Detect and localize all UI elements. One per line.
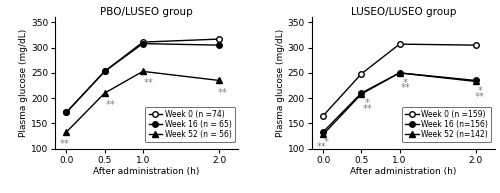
Week 0 (n =74) — [216, 38, 222, 40]
Week 0 (n =74) — [64, 111, 70, 113]
X-axis label: After administration (h): After administration (h) — [350, 167, 457, 176]
Week 16 (n=156) — [473, 79, 479, 82]
Week 52 (n = 56) — [140, 70, 146, 73]
Text: **: ** — [60, 139, 70, 149]
Week 0 (n =159) — [358, 73, 364, 75]
Line: Week 16 (n=156): Week 16 (n=156) — [320, 70, 478, 135]
Week 52 (n=142) — [358, 93, 364, 95]
Text: **: ** — [144, 78, 154, 88]
Line: Week 52 (n = 56): Week 52 (n = 56) — [64, 69, 222, 135]
Week 16 (n=156) — [320, 131, 326, 133]
Line: Week 16 (n = 65): Week 16 (n = 65) — [64, 41, 222, 115]
Line: Week 0 (n =74): Week 0 (n =74) — [64, 36, 222, 115]
Week 52 (n = 56) — [64, 131, 70, 133]
Title: PBO/LUSEO group: PBO/LUSEO group — [100, 7, 193, 17]
Week 52 (n = 56) — [216, 79, 222, 82]
Week 52 (n = 56) — [102, 92, 107, 94]
Week 52 (n=142) — [320, 133, 326, 136]
Week 0 (n =159) — [473, 44, 479, 46]
Week 0 (n =159) — [396, 43, 402, 45]
Text: **: ** — [362, 104, 372, 114]
Text: *: * — [324, 137, 328, 147]
Week 16 (n=156) — [358, 92, 364, 94]
Legend: Week 0 (n =74), Week 16 (n = 65), Week 52 (n = 56): Week 0 (n =74), Week 16 (n = 65), Week 5… — [146, 107, 234, 142]
Text: *: * — [478, 85, 482, 96]
Week 52 (n=142) — [473, 80, 479, 83]
Legend: Week 0 (n =159), Week 16 (n=156), Week 52 (n=142): Week 0 (n =159), Week 16 (n=156), Week 5… — [402, 107, 491, 142]
Text: *: * — [365, 98, 370, 108]
Week 0 (n =74) — [102, 70, 107, 73]
Week 16 (n=156) — [396, 72, 402, 74]
Text: **: ** — [401, 83, 410, 93]
Y-axis label: Plasma glucose (mg/dL): Plasma glucose (mg/dL) — [276, 29, 284, 137]
Text: **: ** — [475, 91, 484, 102]
Y-axis label: Plasma glucose (mg/dL): Plasma glucose (mg/dL) — [19, 29, 28, 137]
Line: Week 0 (n =159): Week 0 (n =159) — [320, 41, 478, 119]
Text: **: ** — [106, 100, 116, 110]
Text: *: * — [403, 78, 408, 88]
Text: **: ** — [218, 88, 228, 97]
Line: Week 52 (n=142): Week 52 (n=142) — [320, 70, 478, 137]
Week 52 (n=142) — [396, 72, 402, 74]
Week 0 (n =74) — [140, 41, 146, 43]
Week 16 (n = 65) — [102, 70, 107, 73]
X-axis label: After administration (h): After administration (h) — [94, 167, 200, 176]
Text: **: ** — [316, 141, 326, 152]
Title: LUSEO/LUSEO group: LUSEO/LUSEO group — [350, 7, 456, 17]
Week 0 (n =159) — [320, 115, 326, 117]
Week 16 (n = 65) — [140, 42, 146, 45]
Week 16 (n = 65) — [64, 111, 70, 113]
Week 16 (n = 65) — [216, 44, 222, 46]
